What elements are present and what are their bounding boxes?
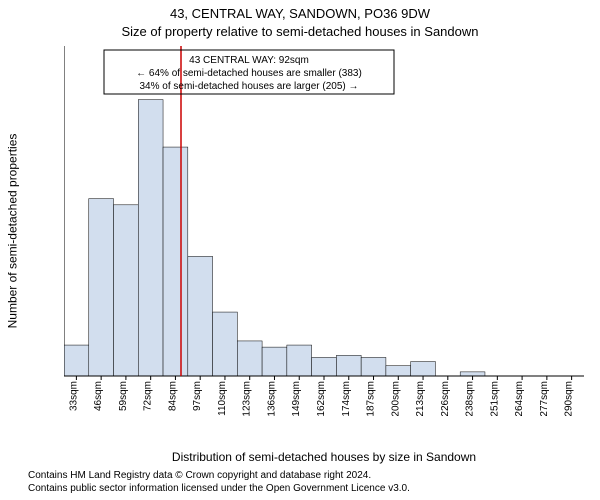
svg-text:123sqm: 123sqm — [242, 381, 253, 416]
svg-text:277sqm: 277sqm — [539, 381, 550, 416]
svg-text:162sqm: 162sqm — [316, 381, 327, 416]
svg-text:200sqm: 200sqm — [390, 381, 401, 416]
svg-text:72sqm: 72sqm — [143, 381, 154, 411]
svg-text:149sqm: 149sqm — [291, 381, 302, 416]
svg-text:174sqm: 174sqm — [341, 381, 352, 416]
svg-text:33sqm: 33sqm — [68, 381, 79, 411]
svg-text:59sqm: 59sqm — [118, 381, 129, 411]
svg-text:46sqm: 46sqm — [93, 381, 104, 411]
histogram-svg: 02040608010012014016033sqm46sqm59sqm72sq… — [64, 46, 584, 416]
svg-text:226sqm: 226sqm — [440, 381, 451, 416]
chart-container: 43, CENTRAL WAY, SANDOWN, PO36 9DW Size … — [0, 0, 600, 500]
svg-text:136sqm: 136sqm — [266, 381, 277, 416]
svg-text:290sqm: 290sqm — [564, 381, 575, 416]
x-axis-label: Distribution of semi-detached houses by … — [64, 450, 584, 464]
svg-text:187sqm: 187sqm — [366, 381, 377, 416]
svg-text:213sqm: 213sqm — [415, 381, 426, 416]
svg-text:110sqm: 110sqm — [217, 381, 228, 416]
svg-text:97sqm: 97sqm — [192, 381, 203, 411]
svg-text:84sqm: 84sqm — [167, 381, 178, 411]
svg-text:264sqm: 264sqm — [514, 381, 525, 416]
svg-text:34% of semi-detached houses ar: 34% of semi-detached houses are larger (… — [139, 81, 358, 92]
title-main: 43, CENTRAL WAY, SANDOWN, PO36 9DW — [0, 6, 600, 21]
svg-text:43 CENTRAL WAY: 92sqm: 43 CENTRAL WAY: 92sqm — [189, 55, 309, 66]
title-sub: Size of property relative to semi-detach… — [0, 24, 600, 39]
y-axis-label: Number of semi-detached properties — [4, 46, 20, 416]
copyright-line-2: Contains public sector information licen… — [28, 483, 588, 496]
plot-area: 02040608010012014016033sqm46sqm59sqm72sq… — [64, 46, 584, 416]
svg-text:← 64% of semi-detached houses: ← 64% of semi-detached houses are smalle… — [136, 68, 362, 79]
svg-text:238sqm: 238sqm — [465, 381, 476, 416]
copyright-block: Contains HM Land Registry data © Crown c… — [28, 470, 588, 495]
copyright-line-1: Contains HM Land Registry data © Crown c… — [28, 470, 588, 483]
svg-text:251sqm: 251sqm — [489, 381, 500, 416]
